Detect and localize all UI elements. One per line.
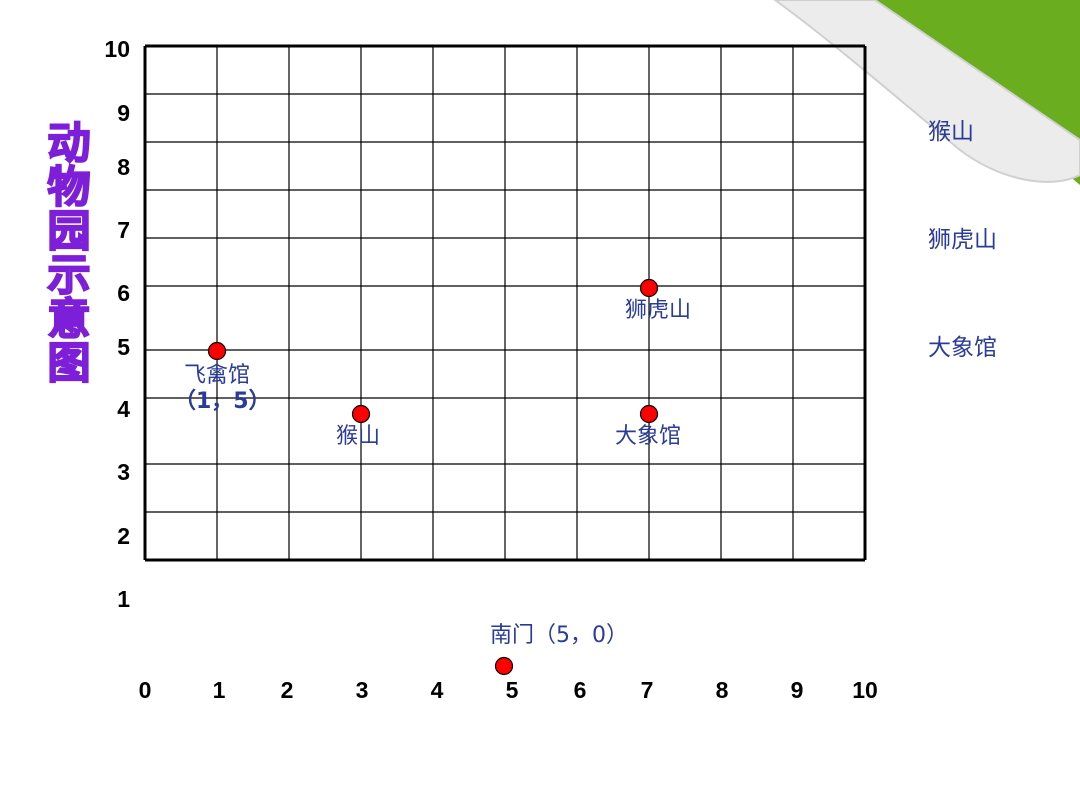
- y-tick-label: 6: [117, 280, 130, 306]
- location-label: 狮虎山: [625, 298, 691, 324]
- y-tick-label: 5: [117, 334, 130, 360]
- location-name: 飞禽馆: [184, 363, 251, 388]
- location-marker: [639, 278, 659, 298]
- title-char: 示: [47, 251, 92, 301]
- y-tick-label: 4: [117, 396, 130, 422]
- title-char: 动: [47, 119, 92, 169]
- point-markers: [207, 278, 659, 676]
- y-tick-label: 9: [117, 100, 130, 126]
- title-char: 意: [47, 295, 92, 345]
- location-name: 狮虎山: [625, 298, 692, 323]
- location-coordinate: （1，5）: [174, 389, 271, 414]
- x-tick-label: 2: [280, 677, 294, 703]
- y-tick-label: 2: [117, 523, 130, 549]
- vertical-title: 动物园示意图: [38, 119, 100, 389]
- location-marker: [207, 341, 227, 361]
- right-list-item-lion-tiger: 狮虎山: [928, 227, 997, 253]
- y-tick-label: 10: [104, 36, 130, 62]
- title-char: 园: [47, 207, 92, 257]
- location-label: 大象馆: [615, 424, 681, 450]
- location-marker: [639, 404, 659, 424]
- x-tick-label: 3: [355, 677, 369, 703]
- location-name: 猴山: [336, 424, 381, 449]
- title-char: 图: [47, 339, 92, 389]
- right-list-item-monkey: 猴山: [928, 119, 974, 145]
- x-tick-label: 9: [790, 677, 804, 703]
- location-label: 猴山: [336, 424, 380, 450]
- x-tick-label: 0: [138, 677, 152, 703]
- title-char: 物: [47, 163, 92, 213]
- y-tick-label: 1: [117, 586, 130, 612]
- y-tick-label: 3: [117, 459, 130, 485]
- location-marker: [351, 404, 371, 424]
- x-tick-label: 7: [640, 677, 654, 703]
- x-tick-label: 4: [430, 677, 444, 703]
- x-tick-label: 10: [852, 677, 878, 703]
- location-name: 南门（5，0）: [490, 623, 628, 648]
- location-label: 飞禽馆 （1，5）: [174, 363, 271, 415]
- x-tick-label: 6: [573, 677, 587, 703]
- y-tick-label: 7: [117, 217, 130, 243]
- location-label: 南门（5，0）: [490, 623, 628, 649]
- x-tick-label: 1: [212, 677, 226, 703]
- x-tick-label: 5: [505, 677, 519, 703]
- x-tick-label: 8: [715, 677, 729, 703]
- grid-lines: [143, 44, 867, 562]
- y-tick-label: 8: [117, 154, 130, 180]
- location-marker: [494, 656, 514, 676]
- location-name: 大象馆: [615, 424, 682, 449]
- right-list-item-elephant: 大象馆: [928, 335, 997, 361]
